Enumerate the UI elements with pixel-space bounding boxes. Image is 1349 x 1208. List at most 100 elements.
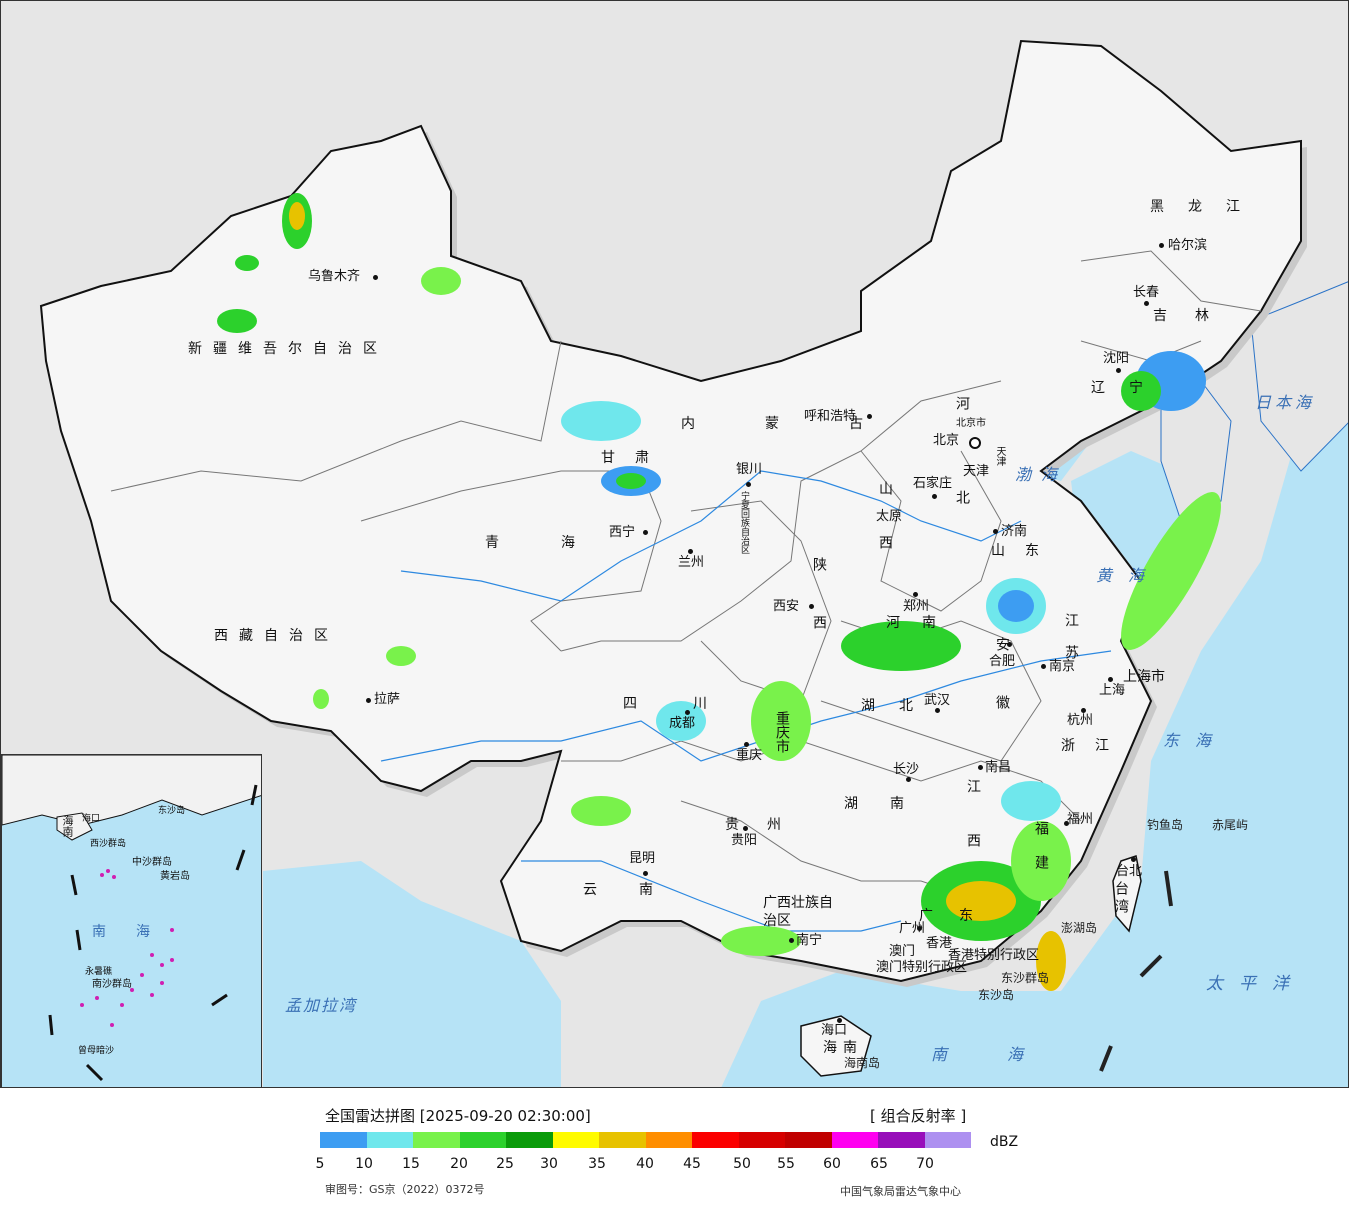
city-label-urumqi: 乌鲁木齐 <box>308 269 361 284</box>
city-dot-chengdu <box>685 710 690 715</box>
city-dot-lanzhou <box>688 549 693 554</box>
city-label-guangzhou: 广州 <box>899 921 926 936</box>
city-dot-hohhot <box>867 414 872 419</box>
legend-unit: dBZ <box>990 1134 1019 1150</box>
city-label-nanning: 南宁 <box>796 933 823 948</box>
province-label-anhui: 安徽 <box>994 637 1010 753</box>
province-label-jiangsu: 江苏 <box>1063 613 1079 677</box>
city-label-beijing: 北京 <box>933 433 960 448</box>
legend-tick-label: 50 <box>733 1156 751 1172</box>
city-dot-jinan <box>993 529 998 534</box>
legend-title: 全国雷达拼图 [2025-09-20 02:30:00] <box>325 1107 591 1125</box>
legend-tick-label: 70 <box>916 1156 934 1172</box>
city-dot-taibei <box>1131 857 1136 862</box>
city-dot-nanjing <box>1041 664 1046 669</box>
city-dot-shijiazhuang <box>932 494 937 499</box>
city-label-lhasa: 拉萨 <box>374 692 401 707</box>
province-label-tianjin: 天津 <box>994 446 1005 466</box>
island-label-dongsha: 东沙群岛 <box>1001 971 1050 985</box>
city-label-hangzhou: 杭州 <box>1067 713 1094 728</box>
city-dot-urumqi <box>373 275 378 280</box>
province-label-chongqing: 重庆市 <box>774 711 790 753</box>
inset-label-hainan: 海南 <box>61 815 74 837</box>
province-label-shanxi: 山西 <box>877 481 893 589</box>
city-label-nanjing: 南京 <box>1049 659 1076 674</box>
province-label-sichuan: 四川 <box>623 696 763 712</box>
city-dot-wuhan <box>935 708 940 713</box>
city-label-shenyang: 沈阳 <box>1103 351 1130 366</box>
radar-map: 新疆维吾尔自治区 西藏自治区 青海 甘肃 内蒙古 宁夏回族自治区 陕西 山西 河… <box>0 0 1349 1088</box>
city-label-kunming: 昆明 <box>629 851 656 866</box>
city-dot-haikou <box>837 1018 842 1023</box>
island-label-chiwei: 赤尾屿 <box>1212 818 1249 832</box>
legend-tick-label: 40 <box>636 1156 654 1172</box>
legend-swatch <box>692 1132 739 1148</box>
province-label-yunnan: 云南 <box>583 882 695 898</box>
city-dot-kunming <box>643 871 648 876</box>
city-dot-hangzhou <box>1081 708 1086 713</box>
city-label-shanghai: 上海 <box>1099 683 1126 698</box>
city-label-jinan: 济南 <box>1001 524 1028 539</box>
legend-tick-label: 60 <box>823 1156 841 1172</box>
province-label-xinjiang: 新疆维吾尔自治区 <box>188 341 388 357</box>
island-label-diaoyu: 钓鱼岛 <box>1147 818 1184 832</box>
city-dot-shanghai <box>1108 677 1113 682</box>
agency-credit: 中国气象局雷达气象中心 <box>840 1185 961 1198</box>
province-label-macau: 澳门特别行政区 <box>876 960 968 975</box>
taiwan-land <box>1112 855 1142 933</box>
province-label-guangdong: 广东 <box>919 908 999 924</box>
sea-label-bohai: 渤海 <box>1015 465 1068 484</box>
city-dot-guangzhou <box>917 926 922 931</box>
china-land <box>39 39 1302 983</box>
province-label-shandong: 山东 <box>991 543 1059 559</box>
ocean-bengal <box>263 861 561 1087</box>
inset-label-zengmu: 曾母暗沙 <box>78 1046 115 1056</box>
inset-label-zhongsha: 中沙群岛 <box>132 857 172 868</box>
city-label-guiyang: 贵阳 <box>731 833 758 848</box>
city-dot-zhengzhou <box>913 592 918 597</box>
inset-label-haikou: 海口 <box>82 814 101 824</box>
legend-tick-label: 35 <box>588 1156 606 1172</box>
city-label-chongqing: 重庆 <box>736 748 763 763</box>
city-dot-xining <box>643 530 648 535</box>
legend-swatch <box>599 1132 646 1148</box>
city-dot-changsha <box>906 777 911 782</box>
city-dot-chongqing <box>744 742 749 747</box>
city-dot-hefei <box>1007 642 1012 647</box>
legend-swatch <box>552 1132 599 1148</box>
inset-label-nanhai: 南海 <box>92 924 180 940</box>
province-label-xizang: 西藏自治区 <box>214 628 339 644</box>
city-dot-nanchang <box>978 765 983 770</box>
province-label-jilin: 吉林 <box>1153 308 1237 324</box>
legend-swatch <box>506 1132 553 1148</box>
ocean <box>901 305 1348 1087</box>
legend-tick-label: 20 <box>450 1156 468 1172</box>
legend-tick-label: 30 <box>540 1156 558 1172</box>
city-dot-changchun <box>1144 301 1149 306</box>
city-label-macau: 澳门 <box>889 944 916 959</box>
legend-tick-label: 55 <box>777 1156 795 1172</box>
legend-swatch <box>738 1132 785 1148</box>
radar-echoes <box>217 193 1221 991</box>
city-label-yinchuan: 银川 <box>736 462 763 477</box>
city-dot-yinchuan <box>746 482 751 487</box>
city-label-xian: 西安 <box>773 599 800 614</box>
province-label-jiangxi: 江西 <box>965 779 981 887</box>
sea-label-donghai: 东海 <box>1163 731 1228 750</box>
legend-swatch <box>878 1132 925 1148</box>
province-label-guangxi: 广西壮族自治区 <box>763 895 833 929</box>
province-label-ningxia: 宁夏回族自治区 <box>739 491 749 554</box>
city-label-hefei: 合肥 <box>989 654 1016 669</box>
island-label-hainandao: 海南岛 <box>844 1056 881 1070</box>
province-label-gansu: 甘肃 <box>601 450 669 466</box>
city-dot-guiyang <box>743 826 748 831</box>
province-label-shaanxi: 陕西 <box>811 557 827 673</box>
city-label-zhengzhou: 郑州 <box>903 599 930 614</box>
legend-swatch <box>459 1132 506 1148</box>
city-label-harbin: 哈尔滨 <box>1168 238 1208 253</box>
inset-label-nansha: 南沙群岛 <box>92 979 132 990</box>
province-label-hainan: 海南 <box>823 1040 863 1056</box>
legend-product: [ 组合反射率 ] <box>870 1107 967 1125</box>
province-label-hubei: 湖北 <box>861 698 937 714</box>
legend-colorbar <box>320 1132 971 1148</box>
